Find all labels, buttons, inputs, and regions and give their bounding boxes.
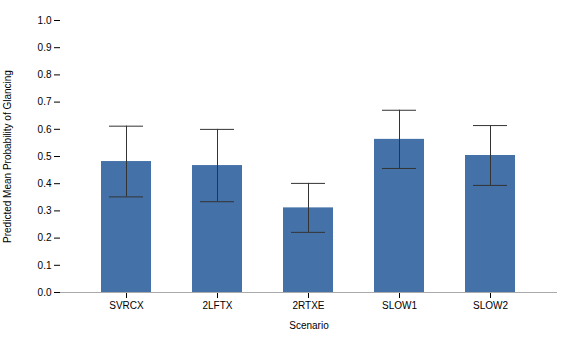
svg-text:Scenario: Scenario — [289, 320, 329, 331]
svg-text:0.1: 0.1 — [38, 260, 52, 271]
svg-text:0.6: 0.6 — [38, 124, 52, 135]
svg-text:0.5: 0.5 — [38, 151, 52, 162]
svg-text:0.8: 0.8 — [38, 69, 52, 80]
svg-text:0.7: 0.7 — [38, 96, 52, 107]
svg-text:0.4: 0.4 — [38, 178, 52, 189]
svg-text:SVRCX: SVRCX — [109, 300, 144, 311]
svg-text:1.0: 1.0 — [38, 15, 52, 26]
svg-text:0.2: 0.2 — [38, 232, 52, 243]
svg-text:0.3: 0.3 — [38, 205, 52, 216]
svg-text:Predicted Mean Probability of: Predicted Mean Probability of Glancing — [2, 70, 13, 243]
svg-text:0.9: 0.9 — [38, 42, 52, 53]
svg-text:0.0: 0.0 — [38, 287, 52, 298]
svg-text:SLOW2: SLOW2 — [473, 300, 508, 311]
svg-text:2RTXE: 2RTXE — [292, 300, 324, 311]
svg-text:2LFTX: 2LFTX — [202, 300, 232, 311]
svg-text:SLOW1: SLOW1 — [382, 300, 417, 311]
